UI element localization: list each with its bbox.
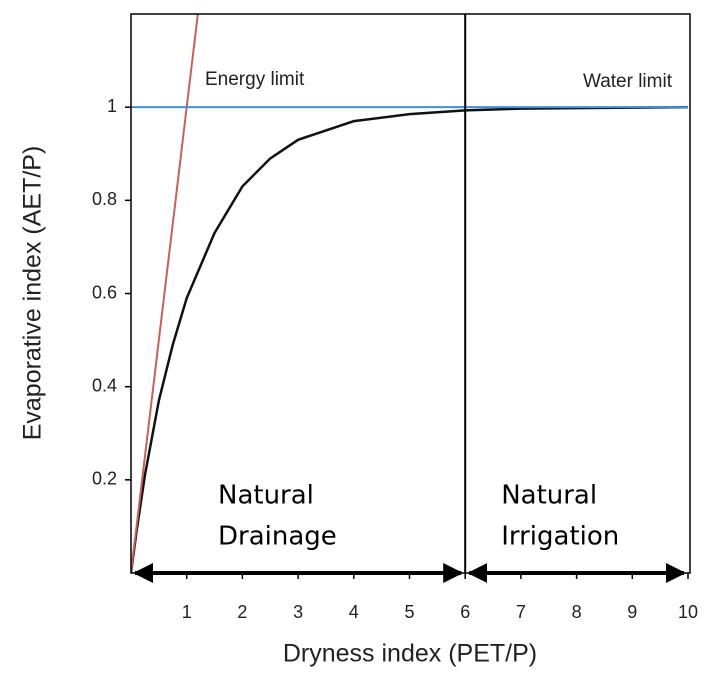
region-label: Drainage bbox=[218, 522, 337, 552]
region-label: Irrigation bbox=[501, 522, 619, 552]
line-label: Water limit bbox=[583, 71, 673, 92]
y-tick-label: 0.4 bbox=[92, 375, 117, 395]
region-label: Natural bbox=[218, 481, 314, 511]
x-tick-label: 6 bbox=[460, 602, 470, 622]
y-tick-label: 1 bbox=[107, 96, 117, 116]
x-tick-label: 2 bbox=[237, 602, 247, 622]
y-tick-label: 0.8 bbox=[92, 189, 117, 209]
plot-frame bbox=[130, 13, 691, 574]
x-tick-label: 4 bbox=[349, 602, 359, 622]
x-tick-label: 8 bbox=[572, 602, 582, 622]
x-tick-label: 3 bbox=[293, 602, 303, 622]
x-tick-label: 7 bbox=[516, 602, 526, 622]
y-axis-label: Evaporative index (AET/P) bbox=[19, 146, 47, 441]
series-line bbox=[131, 105, 688, 573]
x-tick-label: 1 bbox=[182, 602, 192, 622]
y-tick-label: 0.6 bbox=[92, 282, 117, 302]
region-label: Natural bbox=[501, 481, 597, 511]
x-tick-label: 5 bbox=[404, 602, 414, 622]
y-tick-label: 0.2 bbox=[92, 469, 117, 489]
x-tick-label: 9 bbox=[627, 602, 637, 622]
line-label: Energy limit bbox=[205, 69, 305, 90]
x-axis-label: Dryness index (PET/P) bbox=[283, 640, 537, 668]
x-tick-label: 10 bbox=[678, 602, 698, 622]
